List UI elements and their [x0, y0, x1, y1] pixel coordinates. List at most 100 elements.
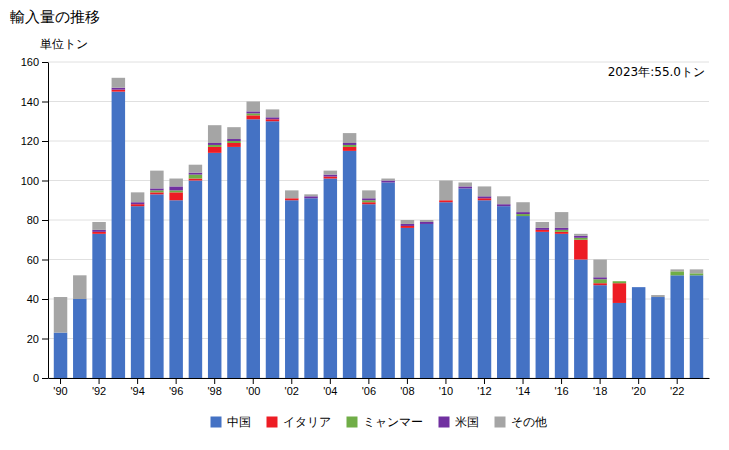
- y-tick-label: 0: [33, 372, 39, 384]
- bar: [401, 220, 414, 224]
- y-tick-mark: [42, 62, 48, 63]
- bar: [613, 303, 626, 378]
- x-tick-label: '06: [362, 385, 376, 397]
- bar: [497, 204, 510, 206]
- y-tick-mark: [42, 299, 48, 300]
- bar: [381, 181, 394, 183]
- bar: [324, 175, 337, 177]
- legend-swatch: [495, 417, 506, 428]
- bar: [362, 200, 375, 202]
- bar: [208, 153, 221, 378]
- bar: [401, 226, 414, 228]
- bar: [362, 204, 375, 378]
- x-tick-mark: [638, 378, 639, 384]
- bar: [343, 145, 356, 147]
- bar: [670, 275, 683, 378]
- y-tick-label: 160: [21, 56, 39, 68]
- grid-line: [48, 299, 709, 300]
- x-tick-label: '00: [246, 385, 260, 397]
- bar: [536, 230, 549, 232]
- bar: [690, 269, 703, 273]
- bar: [362, 202, 375, 204]
- bar: [169, 186, 182, 190]
- x-tick-mark: [368, 378, 369, 384]
- bar: [266, 119, 279, 121]
- bar: [266, 121, 279, 378]
- bar: [478, 186, 491, 196]
- y-axis: 020406080100120140160: [21, 56, 49, 384]
- y-tick-label: 80: [27, 214, 39, 226]
- bar: [131, 192, 144, 202]
- y-tick: 80: [27, 214, 48, 226]
- bar: [420, 220, 433, 222]
- grid-line: [48, 141, 709, 142]
- bar: [420, 222, 433, 224]
- legend-label: 中国: [227, 415, 251, 429]
- bar: [401, 228, 414, 378]
- bar: [516, 212, 529, 214]
- bar: [651, 295, 664, 297]
- legend-label: ミャンマー: [363, 415, 423, 429]
- x-tick-mark: [330, 378, 331, 384]
- legend-label: イタリア: [283, 415, 331, 429]
- x-tick: '08: [400, 378, 414, 397]
- title: 輸入量の推移: [10, 8, 100, 26]
- grid-line: [48, 259, 709, 260]
- legend-item: ミャンマー: [347, 415, 423, 429]
- x-tick-mark: [137, 378, 138, 384]
- x-tick: '98: [208, 378, 222, 397]
- x-tick-label: '90: [53, 385, 67, 397]
- bar: [478, 196, 491, 198]
- bar: [381, 182, 394, 378]
- bar: [150, 188, 163, 190]
- y-tick: 140: [21, 96, 48, 108]
- legend-label: その他: [511, 415, 547, 429]
- bar: [555, 212, 568, 228]
- bar: [246, 102, 259, 112]
- bar: [92, 230, 105, 232]
- bar: [189, 179, 202, 181]
- bar: [401, 224, 414, 226]
- bar: [420, 224, 433, 378]
- x-tick-mark: [214, 378, 215, 384]
- bar: [439, 181, 452, 201]
- bar: [536, 228, 549, 230]
- bar: [574, 238, 587, 240]
- bar: [381, 179, 394, 181]
- x-tick: '94: [130, 378, 144, 397]
- bar: [92, 222, 105, 230]
- bar: [613, 281, 626, 282]
- y-tick: 100: [21, 175, 48, 187]
- y-axis-line: [48, 63, 49, 379]
- bar: [632, 287, 645, 288]
- bar: [362, 198, 375, 200]
- bar: [613, 281, 626, 282]
- bar: [189, 173, 202, 175]
- x-tick: '90: [53, 378, 67, 397]
- y-tick-mark: [42, 339, 48, 340]
- x-tick-mark: [445, 378, 446, 384]
- bar: [439, 200, 452, 202]
- legend: 中国イタリアミャンマー米国その他: [211, 415, 547, 429]
- x-tick: '92: [92, 378, 106, 397]
- y-tick: 160: [21, 56, 48, 68]
- x-tick-label: '92: [92, 385, 106, 397]
- bar: [343, 133, 356, 143]
- bar: [227, 127, 240, 139]
- bar: [227, 143, 240, 147]
- x-tick: '14: [516, 378, 530, 397]
- x-tick-label: '18: [593, 385, 607, 397]
- x-tick-label: '96: [169, 385, 183, 397]
- y-tick-label: 60: [27, 254, 39, 266]
- x-tick-mark: [99, 378, 100, 384]
- bar: [670, 269, 683, 271]
- bar: [54, 333, 67, 378]
- bar: [189, 165, 202, 173]
- x-tick-mark: [291, 378, 292, 384]
- bar: [593, 283, 606, 285]
- grid-line: [48, 180, 709, 181]
- bar: [208, 125, 221, 143]
- x-tick-label: '10: [439, 385, 453, 397]
- bar: [227, 141, 240, 143]
- y-tick-label: 100: [21, 175, 39, 187]
